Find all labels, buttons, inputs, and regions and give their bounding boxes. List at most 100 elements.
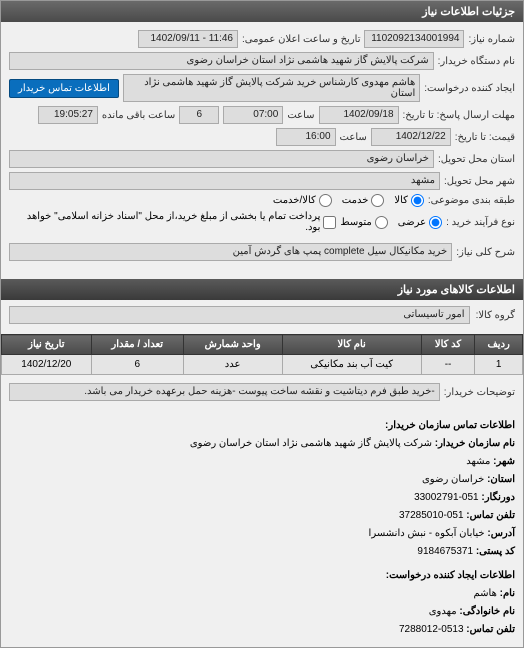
- panel-title: جزئیات اطلاعات نیاز: [1, 1, 523, 22]
- label-contact-province: استان:: [487, 474, 515, 485]
- contact-city-row: شهر: مشهد: [9, 453, 515, 471]
- label-creator-family: نام خانوادگی:: [459, 606, 515, 617]
- treasury-checkbox[interactable]: [323, 216, 336, 229]
- table-row: 1 -- کیت آب بند مکانیکی عدد 6 1402/12/20: [2, 355, 523, 375]
- packaging-label-kala: کالا: [394, 195, 408, 206]
- label-remain: ساعت باقی مانده: [102, 110, 175, 121]
- cell-qty: 6: [91, 355, 183, 375]
- treasury-note: پرداخت تمام یا بخشی از مبلغ خرید،از محل …: [9, 211, 320, 233]
- panel-body: شماره نیاز: 1102092134001994 تاریخ و ساع…: [1, 22, 523, 273]
- process-label-motavaset: متوسط: [340, 217, 371, 228]
- packaging-radio-khedmat[interactable]: [371, 194, 384, 207]
- process-option-motavaset[interactable]: متوسط: [340, 216, 387, 229]
- label-quote-time: ساعت: [340, 132, 367, 143]
- value-creator-family: مهدوی: [429, 606, 457, 617]
- col-date: تاریخ نیاز: [2, 335, 92, 355]
- field-buyer-device: شرکت پالایش گاز شهید هاشمی نژاد استان خر…: [9, 52, 434, 70]
- label-goods-group: گروه کالا:: [476, 310, 515, 321]
- value-contact-city: مشهد: [466, 456, 490, 467]
- packaging-radio-group: کالا خدمت کالا/خدمت: [273, 194, 424, 207]
- value-contact-phone: 051-37285010: [399, 510, 464, 521]
- field-response-time: 07:00: [223, 106, 283, 124]
- label-delivery-province: استان محل تحویل:: [438, 154, 515, 165]
- goods-section-header: اطلاعات کالاهای مورد نیاز: [1, 279, 523, 300]
- label-buyer-device: نام دستگاه خریدار:: [438, 56, 515, 67]
- field-request-number: 1102092134001994: [364, 30, 464, 48]
- label-buyer-remarks: توضیحات خریدار:: [444, 387, 515, 398]
- col-code: کد کالا: [421, 335, 475, 355]
- row-purchase-process: نوع فرآیند خرید : عرضی متوسط پرداخت تمام…: [9, 211, 515, 233]
- value-contact-postal: 9184675371: [417, 546, 473, 557]
- label-org-name: نام سازمان خریدار:: [435, 438, 515, 449]
- field-delivery-province: خراسان رضوی: [9, 150, 434, 168]
- row-packaging: طبقه بندی موضوعی: کالا خدمت کالا/خدمت: [9, 194, 515, 207]
- row-buyer-device: نام دستگاه خریدار: شرکت پالایش گاز شهید …: [9, 52, 515, 70]
- creator-name-row: نام: هاشم: [9, 585, 515, 603]
- col-qty: تعداد / مقدار: [91, 335, 183, 355]
- packaging-label-khedmat: خدمت: [342, 195, 369, 206]
- value-contact-fax: 051-33002791: [414, 492, 479, 503]
- label-request-creator: ایجاد کننده درخواست:: [424, 83, 515, 94]
- label-need-description: شرح کلی نیاز:: [456, 247, 515, 258]
- process-radio-motavaset[interactable]: [375, 216, 388, 229]
- cell-code: --: [421, 355, 475, 375]
- contact-fax-row: دورنگار: 051-33002791: [9, 489, 515, 507]
- label-purchase-process: نوع فرآیند خرید :: [446, 217, 515, 228]
- label-contact-city: شهر:: [493, 456, 515, 467]
- value-org-name: شرکت پالایش گاز شهید هاشمی نژاد استان خر…: [190, 438, 432, 449]
- details-panel: جزئیات اطلاعات نیاز شماره نیاز: 11020921…: [0, 0, 524, 648]
- packaging-radio-both[interactable]: [319, 194, 332, 207]
- packaging-label-both: کالا/خدمت: [273, 195, 316, 206]
- row-delivery-province: استان محل تحویل: خراسان رضوی: [9, 150, 515, 168]
- value-creator-name: هاشم: [474, 588, 497, 599]
- label-quote-until: قیمت: تا تاریخ:: [455, 132, 515, 143]
- packaging-radio-kala[interactable]: [411, 194, 424, 207]
- packaging-option-kala[interactable]: کالا: [394, 194, 424, 207]
- field-goods-group: امور تاسیساتی: [9, 306, 470, 324]
- contact-section: اطلاعات تماس سازمان خریدار: نام سازمان خ…: [1, 409, 523, 647]
- packaging-option-khedmat[interactable]: خدمت: [342, 194, 385, 207]
- process-option-arzi[interactable]: عرضی: [398, 216, 442, 229]
- label-packaging: طبقه بندی موضوعی:: [428, 195, 515, 206]
- label-request-number: شماره نیاز:: [468, 34, 515, 45]
- label-response-time: ساعت: [287, 110, 314, 121]
- field-remain: 19:05:27: [38, 106, 98, 124]
- packaging-option-both[interactable]: کالا/خدمت: [273, 194, 332, 207]
- col-row: ردیف: [475, 335, 523, 355]
- goods-table: ردیف کد کالا نام کالا واحد شمارش تعداد /…: [1, 334, 523, 375]
- contact-address-row: آدرس: خیابان آبکوه - نبش دانشسرا: [9, 525, 515, 543]
- buyer-contact-button[interactable]: اطلاعات تماس خریدار: [9, 79, 119, 98]
- field-delivery-city: مشهد: [9, 172, 440, 190]
- col-name: نام کالا: [282, 335, 421, 355]
- treasury-checkbox-item[interactable]: پرداخت تمام یا بخشی از مبلغ خرید،از محل …: [9, 211, 336, 233]
- process-radio-arzi[interactable]: [429, 216, 442, 229]
- contact-postal-row: کد پستی: 9184675371: [9, 543, 515, 561]
- row-response-deadline: مهلت ارسال پاسخ: تا تاریخ: 1402/09/18 سا…: [9, 106, 515, 124]
- creator-section-title: اطلاعات ایجاد کننده درخواست:: [9, 567, 515, 585]
- label-creator-name: نام:: [500, 588, 515, 599]
- contact-phone-row: تلفن تماس: 051-37285010: [9, 507, 515, 525]
- row-quote-until: قیمت: تا تاریخ: 1402/12/22 ساعت 16:00: [9, 128, 515, 146]
- field-need-description: خرید مکانیکال سیل complete پمپ های گردش …: [9, 243, 452, 261]
- goods-table-head: ردیف کد کالا نام کالا واحد شمارش تعداد /…: [2, 335, 523, 355]
- col-unit: واحد شمارش: [183, 335, 282, 355]
- cell-name: کیت آب بند مکانیکی: [282, 355, 421, 375]
- label-delivery-city: شهر محل تحویل:: [444, 176, 515, 187]
- row-delivery-city: شهر محل تحویل: مشهد: [9, 172, 515, 190]
- field-request-creator: هاشم مهدوی کارشناس خرید شرکت پالایش گاز …: [123, 74, 420, 102]
- field-quote-time: 16:00: [276, 128, 336, 146]
- label-contact-address: آدرس:: [487, 528, 515, 539]
- row-request-number: شماره نیاز: 1102092134001994 تاریخ و ساع…: [9, 30, 515, 48]
- field-response-qty: 6: [179, 106, 219, 124]
- contact-org-row: نام سازمان خریدار: شرکت پالایش گاز شهید …: [9, 435, 515, 453]
- field-public-announce: 11:46 - 1402/09/11: [138, 30, 238, 48]
- value-creator-phone: 0513-7288012: [399, 624, 464, 635]
- value-contact-province: خراسان رضوی: [422, 474, 484, 485]
- creator-phone-row: تلفن تماس: 0513-7288012: [9, 621, 515, 639]
- field-response-date: 1402/09/18: [319, 106, 399, 124]
- label-public-announce: تاریخ و ساعت اعلان عمومی:: [242, 34, 361, 45]
- creator-family-row: نام خانوادگی: مهدوی: [9, 603, 515, 621]
- contact-section-title: اطلاعات تماس سازمان خریدار:: [9, 417, 515, 435]
- label-contact-phone: تلفن تماس:: [466, 510, 515, 521]
- process-radio-group: عرضی متوسط: [340, 216, 442, 229]
